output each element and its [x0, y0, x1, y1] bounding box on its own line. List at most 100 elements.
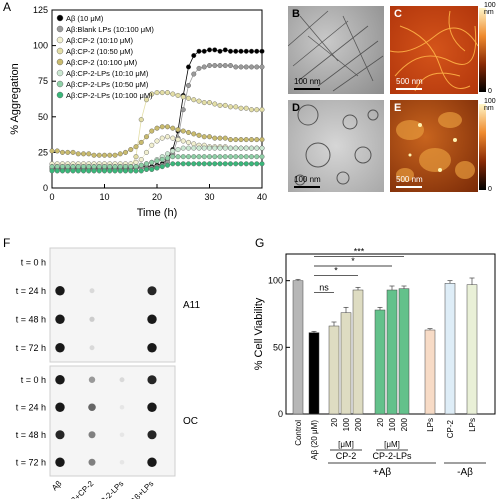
category-label: Control: [294, 420, 303, 446]
legend-label: Aβ (10 μM): [66, 14, 104, 23]
data-point: [185, 82, 191, 88]
data-point: [128, 164, 134, 170]
panel-label-f: F: [3, 236, 11, 250]
micrograph-c-scale: 500 nm: [396, 77, 423, 86]
x-tick-label: 40: [257, 192, 267, 202]
blot-dot: [147, 343, 157, 353]
bar: [374, 309, 386, 415]
panel-label-g: G: [255, 236, 265, 250]
y-tick-label: 0: [278, 409, 283, 419]
data-point: [122, 149, 128, 155]
data-point: [233, 64, 239, 70]
blot-dot: [55, 457, 65, 467]
data-point: [133, 144, 139, 150]
colorbar-c-bottom: 0: [488, 88, 492, 95]
blot-dot: [147, 457, 157, 467]
data-point: [54, 148, 60, 154]
data-point: [248, 64, 254, 70]
data-point: [164, 155, 170, 161]
micrograph-c: C 500 nm: [390, 6, 478, 94]
data-point: [96, 164, 102, 170]
legend-label: Aβ:Blank LPs (10:100 μM): [66, 25, 154, 34]
data-point: [65, 168, 71, 174]
data-point: [212, 101, 218, 107]
category-label: CP-2: [446, 419, 455, 438]
data-point: [175, 147, 181, 153]
data-point: [112, 168, 118, 174]
data-point: [180, 107, 186, 113]
data-point: [107, 152, 113, 158]
data-point: [164, 134, 170, 140]
data-point: [191, 53, 197, 59]
data-point: [259, 107, 265, 113]
legend-marker: [56, 91, 64, 99]
data-point: [227, 161, 233, 167]
data-point: [159, 124, 165, 130]
data-point: [143, 149, 149, 155]
data-point: [196, 145, 202, 151]
data-point: [86, 168, 92, 174]
y-tick-label: 125: [33, 5, 48, 15]
bar: [292, 280, 304, 415]
data-point: [154, 158, 160, 164]
data-point: [149, 166, 155, 172]
blot-dot: [55, 286, 65, 296]
blot-dot: [88, 458, 96, 466]
data-point: [180, 161, 186, 167]
blot-dot: [88, 403, 96, 412]
micrograph-d-scale: 100 nm: [294, 175, 321, 184]
data-point: [238, 161, 244, 167]
data-point: [212, 63, 218, 69]
data-point: [196, 132, 202, 138]
data-point: [254, 161, 260, 167]
data-point: [185, 139, 191, 145]
data-point: [201, 145, 207, 151]
data-point: [254, 154, 260, 160]
data-point: [170, 154, 176, 160]
data-point: [175, 161, 181, 167]
lane-label: Aβ+CP-2: [66, 479, 96, 499]
blot-dot: [119, 432, 125, 438]
data-point: [80, 164, 86, 170]
data-point: [238, 154, 244, 160]
micrograph-e: E 500 nm: [390, 100, 478, 192]
data-point: [138, 157, 144, 163]
data-point: [159, 164, 165, 170]
data-point: [243, 64, 249, 70]
data-point: [175, 127, 181, 133]
data-point: [217, 63, 223, 69]
bar: [444, 283, 456, 415]
data-point: [191, 145, 197, 151]
data-point: [180, 138, 186, 144]
data-point: [196, 48, 202, 54]
blot-dot: [55, 430, 65, 440]
data-point: [170, 161, 176, 167]
data-point: [201, 100, 207, 106]
y-tick-label: 50: [273, 342, 283, 352]
data-point: [243, 137, 249, 143]
micrograph-e-label: E: [394, 102, 402, 114]
data-point: [91, 164, 97, 170]
legend-marker: [56, 14, 64, 22]
x-tick-label: 0: [49, 192, 54, 202]
data-point: [54, 164, 60, 170]
data-point: [248, 137, 254, 143]
blot-dot: [147, 430, 157, 440]
data-point: [233, 145, 239, 151]
data-point: [143, 161, 149, 167]
micrograph-b-scale: 100 nm: [294, 77, 321, 86]
data-point: [101, 152, 107, 158]
unit-label: [μM]: [338, 440, 354, 449]
data-point: [117, 151, 123, 157]
blot-dot: [89, 345, 95, 351]
y-tick-label: 75: [38, 76, 48, 86]
data-point: [206, 154, 212, 160]
y-tick-label: 100: [33, 41, 48, 51]
data-point: [122, 164, 128, 170]
legend-label: Aβ:CP-2 (10:100 μM): [66, 58, 138, 67]
time-label: t = 48 h: [16, 430, 46, 440]
data-point: [238, 137, 244, 143]
data-point: [233, 161, 239, 167]
data-point: [65, 164, 71, 170]
data-point: [117, 168, 123, 174]
